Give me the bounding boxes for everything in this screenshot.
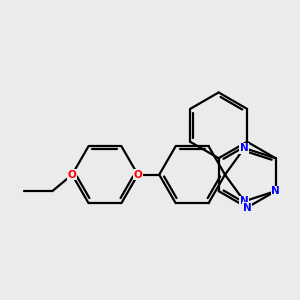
Text: N: N <box>240 196 249 206</box>
Text: N: N <box>240 143 249 153</box>
Text: O: O <box>134 170 142 180</box>
Text: O: O <box>68 170 76 180</box>
Text: N: N <box>243 202 251 212</box>
Text: N: N <box>271 186 280 196</box>
